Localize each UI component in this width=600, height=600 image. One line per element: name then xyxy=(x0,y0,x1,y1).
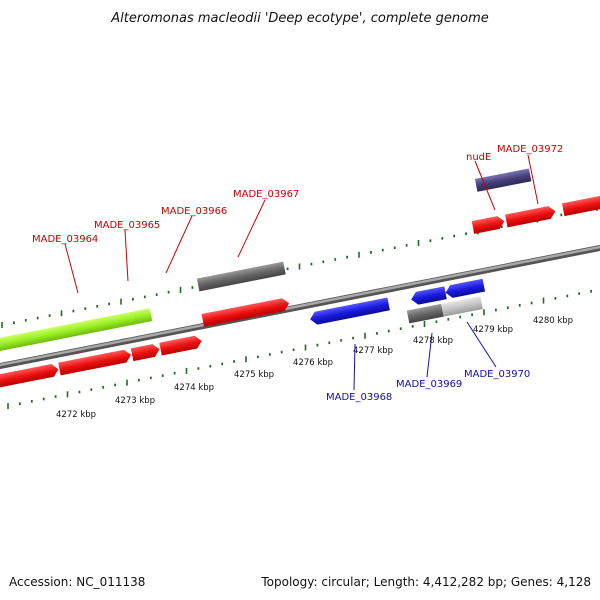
kbp-label: 4279 kbp xyxy=(473,325,513,335)
genome-track xyxy=(0,168,600,409)
kbp-label: 4280 kbp xyxy=(533,316,573,326)
gene-forward-arrow-1[interactable] xyxy=(0,363,60,390)
gene-made-03967-feature[interactable] xyxy=(196,261,286,292)
gene-label-nude[interactable]: nudE xyxy=(466,152,491,163)
gene-made-03969-arrow[interactable] xyxy=(410,286,447,306)
gene-light-feature[interactable] xyxy=(441,296,483,317)
gene-label-made-03967[interactable]: MADE_03967 xyxy=(233,189,299,200)
gene-forward-arrow-6[interactable] xyxy=(471,215,506,234)
kbp-label: 4275 kbp xyxy=(234,370,274,380)
kbp-label: 4273 kbp xyxy=(115,396,155,406)
gene-labels: MADE_03964 MADE_03965 MADE_03966 MADE_03… xyxy=(32,144,563,403)
gene-made-03970-arrow[interactable] xyxy=(444,278,486,299)
gene-label-made-03964[interactable]: MADE_03964 xyxy=(32,234,98,245)
gene-forward-arrow-3[interactable] xyxy=(130,343,161,362)
gene-forward-arrow-7[interactable] xyxy=(505,205,557,228)
gene-label-made-03970[interactable]: MADE_03970 xyxy=(464,369,530,380)
kbp-label: 4274 kbp xyxy=(174,383,214,393)
genome-backbone xyxy=(0,244,600,370)
kbp-label: 4277 kbp xyxy=(353,346,393,356)
gene-forward-arrow-2[interactable] xyxy=(58,349,132,376)
gene-label-made-03965[interactable]: MADE_03965 xyxy=(94,220,160,231)
gene-forward-arrow-5[interactable] xyxy=(201,297,291,327)
gene-label-made-03966[interactable]: MADE_03966 xyxy=(161,206,227,217)
gene-forward-arrow-8[interactable] xyxy=(561,195,600,217)
gene-made-03964-feature[interactable] xyxy=(0,308,153,354)
gene-forward-arrow-4[interactable] xyxy=(159,335,203,356)
gene-label-made-03972[interactable]: MADE_03972 xyxy=(497,144,563,155)
accession-text: Accession: NC_011138 xyxy=(9,575,145,589)
gene-label-made-03968[interactable]: MADE_03968 xyxy=(326,392,392,403)
gene-pseudo-feature[interactable] xyxy=(406,303,444,324)
genome-summary-text: Topology: circular; Length: 4,412,282 bp… xyxy=(260,575,591,589)
label-leader-lines xyxy=(64,154,539,391)
kbp-label: 4272 kbp xyxy=(56,410,96,420)
kbp-label: 4278 kbp xyxy=(413,336,453,346)
map-title: Alteromonas macleodii 'Deep ecotype', co… xyxy=(110,11,488,26)
gene-label-made-03969[interactable]: MADE_03969 xyxy=(396,379,462,390)
gene-rna-feature[interactable] xyxy=(474,168,532,192)
gene-made-03968-arrow[interactable] xyxy=(309,297,390,326)
reverse-tick-scale xyxy=(7,290,592,409)
kbp-label: 4276 kbp xyxy=(293,358,333,368)
kbp-labels: 4272 kbp 4273 kbp 4274 kbp 4275 kbp 4276… xyxy=(56,316,573,420)
